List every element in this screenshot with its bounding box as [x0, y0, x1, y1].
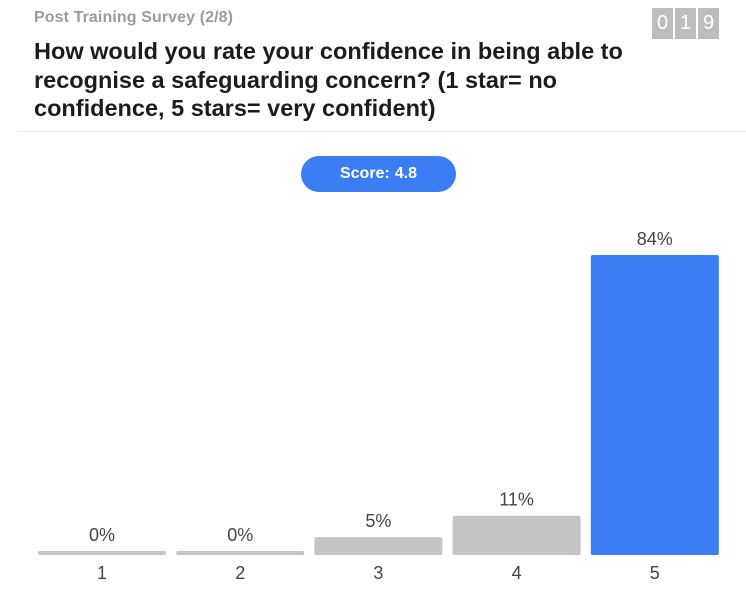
category-tick-label: 4	[512, 563, 522, 583]
bar-value-label: 11%	[499, 490, 534, 510]
category-tick-label: 3	[373, 563, 383, 583]
bar-rating-2	[176, 551, 305, 555]
bar-rating-5	[590, 255, 719, 555]
survey-progress-label: Post Training Survey (2/8)	[34, 9, 234, 26]
bar-rating-4	[452, 515, 581, 555]
score-badge: Score: 4.8	[301, 156, 456, 192]
header-divider	[18, 131, 746, 132]
counter-digit: 1	[675, 8, 696, 39]
bar-value-label: 5%	[365, 511, 391, 531]
category-tick-label: 5	[650, 563, 660, 583]
bar-value-label: 0%	[89, 525, 115, 545]
score-label: Score:	[339, 165, 390, 182]
category-tick-label: 2	[235, 563, 245, 583]
question-title: How would you rate your confidence in be…	[34, 38, 623, 121]
category-tick-label: 1	[97, 563, 107, 583]
counter-digit: 0	[652, 8, 673, 39]
bar-rating-1	[38, 551, 166, 555]
counter-digit: 9	[698, 8, 719, 39]
response-counter: 0 1 9	[652, 8, 719, 39]
bar-value-label: 84%	[637, 229, 673, 249]
bar-rating-3	[314, 537, 443, 555]
score-value: 4.8	[394, 165, 418, 182]
bar-value-label: 0%	[227, 525, 253, 545]
